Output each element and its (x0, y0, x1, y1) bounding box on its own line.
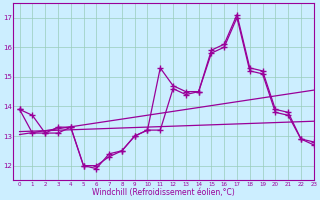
X-axis label: Windchill (Refroidissement éolien,°C): Windchill (Refroidissement éolien,°C) (92, 188, 235, 197)
